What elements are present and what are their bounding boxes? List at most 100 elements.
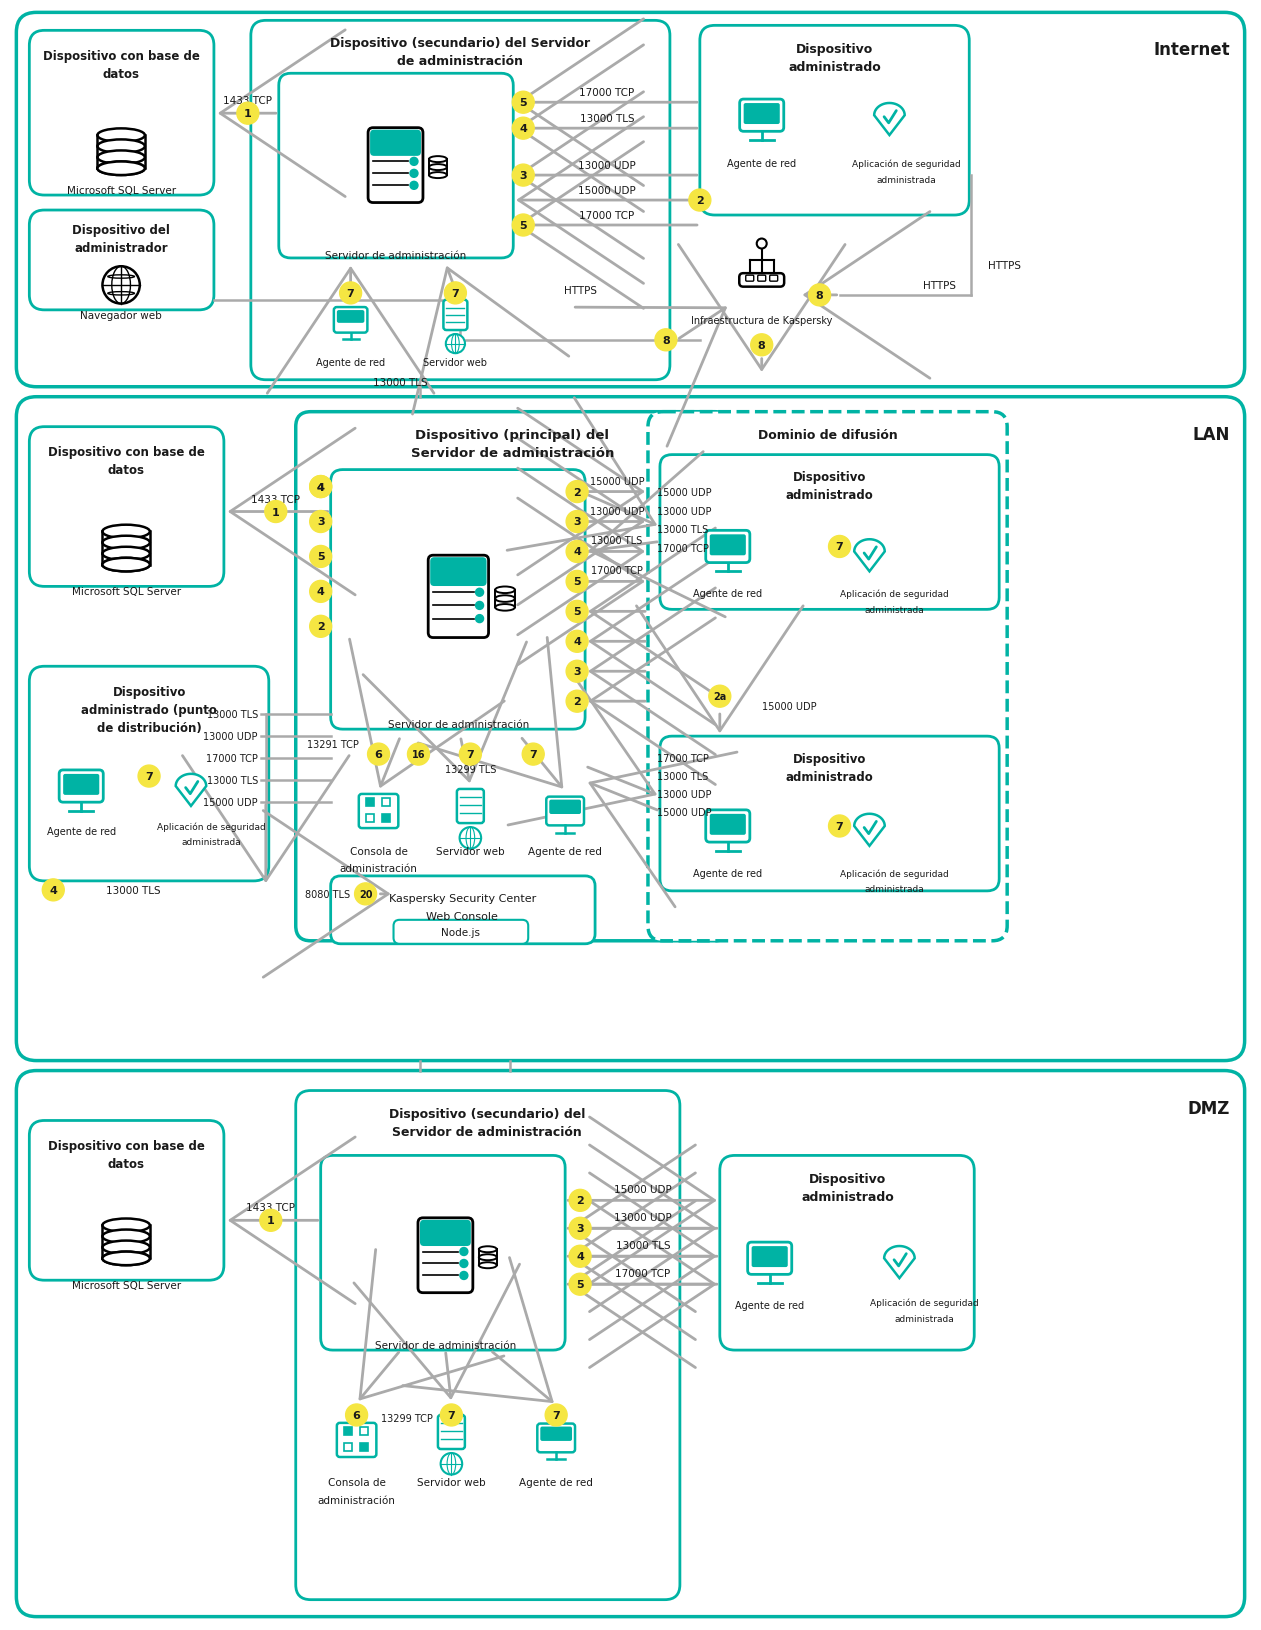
Text: administrado: administrado (788, 60, 881, 73)
Text: Agente de red: Agente de red (728, 160, 796, 170)
FancyBboxPatch shape (369, 130, 421, 156)
Text: administrada: administrada (865, 605, 924, 615)
Text: Aplicación de seguridad: Aplicación de seguridad (852, 160, 961, 170)
Circle shape (566, 601, 588, 623)
Text: Servidor de administración: Servidor de administración (387, 720, 530, 730)
Circle shape (512, 165, 535, 187)
Text: 4: 4 (49, 885, 57, 895)
Text: 5: 5 (520, 222, 527, 231)
Text: 1433 TCP: 1433 TCP (223, 96, 272, 106)
FancyBboxPatch shape (456, 789, 484, 823)
Text: Microsoft SQL Server: Microsoft SQL Server (72, 1281, 180, 1291)
Text: Dispositivo: Dispositivo (793, 471, 866, 484)
Text: Aplicación de seguridad: Aplicación de seguridad (156, 822, 265, 831)
Text: DMZ: DMZ (1188, 1099, 1229, 1117)
Text: administrado: administrado (786, 489, 874, 502)
Circle shape (440, 1452, 463, 1475)
Text: 7: 7 (467, 750, 474, 760)
FancyBboxPatch shape (744, 104, 779, 126)
Ellipse shape (496, 605, 514, 611)
Circle shape (459, 743, 482, 766)
Ellipse shape (102, 536, 150, 549)
Text: Dominio de difusión: Dominio de difusión (758, 429, 898, 442)
Text: 1: 1 (267, 1216, 275, 1226)
FancyBboxPatch shape (337, 1423, 376, 1457)
FancyBboxPatch shape (430, 557, 487, 587)
Bar (366, 799, 373, 807)
Text: 13000 TLS: 13000 TLS (373, 378, 427, 388)
Text: 7: 7 (552, 1410, 560, 1420)
Text: Dispositivo (secundario) del Servidor: Dispositivo (secundario) del Servidor (330, 37, 590, 51)
FancyBboxPatch shape (429, 556, 488, 639)
Circle shape (459, 828, 482, 849)
Ellipse shape (97, 163, 145, 176)
Ellipse shape (479, 1255, 497, 1260)
Text: Dispositivo: Dispositivo (796, 42, 873, 55)
Circle shape (566, 512, 588, 533)
Text: Dispositivo (secundario) del: Dispositivo (secundario) del (390, 1107, 585, 1120)
Circle shape (569, 1190, 591, 1211)
Text: Agente de red: Agente de red (694, 869, 763, 879)
Text: 3: 3 (574, 517, 581, 526)
FancyBboxPatch shape (420, 1221, 470, 1247)
Text: 4: 4 (317, 482, 324, 492)
Circle shape (569, 1273, 591, 1296)
Text: Node.js: Node.js (441, 927, 480, 937)
Text: HTTPS: HTTPS (564, 285, 596, 295)
FancyBboxPatch shape (296, 412, 730, 941)
Text: 3: 3 (576, 1224, 584, 1234)
Circle shape (410, 183, 417, 191)
Text: 15000 UDP: 15000 UDP (614, 1185, 672, 1195)
Circle shape (237, 103, 259, 126)
Polygon shape (874, 104, 904, 135)
FancyBboxPatch shape (537, 1423, 575, 1452)
Ellipse shape (102, 548, 150, 561)
Text: 13000 TLS: 13000 TLS (106, 885, 161, 895)
FancyBboxPatch shape (16, 1071, 1245, 1617)
Text: 6: 6 (375, 750, 382, 760)
Text: 13000 TLS: 13000 TLS (580, 114, 634, 124)
Text: de distribución): de distribución) (97, 720, 202, 734)
FancyBboxPatch shape (550, 800, 581, 815)
Ellipse shape (496, 597, 514, 603)
FancyBboxPatch shape (29, 1121, 224, 1281)
Circle shape (828, 536, 850, 557)
FancyBboxPatch shape (660, 737, 999, 892)
Text: 4: 4 (576, 1252, 584, 1262)
Text: HTTPS: HTTPS (923, 280, 956, 290)
Text: administrado (punto: administrado (punto (81, 703, 217, 716)
Text: 13000 UDP: 13000 UDP (657, 789, 711, 800)
Circle shape (446, 334, 465, 354)
Text: Dispositivo: Dispositivo (112, 685, 185, 698)
FancyBboxPatch shape (540, 1426, 572, 1441)
Circle shape (310, 546, 332, 569)
Circle shape (260, 1209, 281, 1232)
FancyBboxPatch shape (330, 471, 585, 730)
Text: 13000 TLS: 13000 TLS (657, 525, 709, 535)
Text: 7: 7 (145, 771, 153, 782)
Text: 8: 8 (662, 336, 670, 346)
Circle shape (512, 117, 535, 140)
FancyBboxPatch shape (710, 815, 745, 835)
Circle shape (522, 743, 545, 766)
Text: 15000 UDP: 15000 UDP (657, 487, 711, 497)
Text: administrado: administrado (801, 1190, 894, 1203)
Text: 13000 TLS: 13000 TLS (207, 776, 257, 786)
Text: 4: 4 (520, 124, 527, 134)
Circle shape (475, 588, 483, 597)
Text: 1433 TCP: 1433 TCP (251, 494, 300, 504)
FancyBboxPatch shape (393, 921, 528, 944)
Text: 4: 4 (317, 587, 324, 597)
Text: de administración: de administración (397, 55, 523, 68)
Circle shape (43, 879, 64, 901)
FancyBboxPatch shape (710, 535, 745, 556)
Text: 2: 2 (696, 196, 704, 205)
FancyBboxPatch shape (546, 797, 584, 826)
Polygon shape (854, 815, 885, 846)
FancyBboxPatch shape (417, 1218, 473, 1293)
Circle shape (709, 686, 731, 707)
Text: 13000 UDP: 13000 UDP (579, 161, 636, 171)
Text: Agente de red: Agente de red (317, 357, 385, 367)
Ellipse shape (102, 525, 150, 540)
Ellipse shape (479, 1247, 497, 1252)
